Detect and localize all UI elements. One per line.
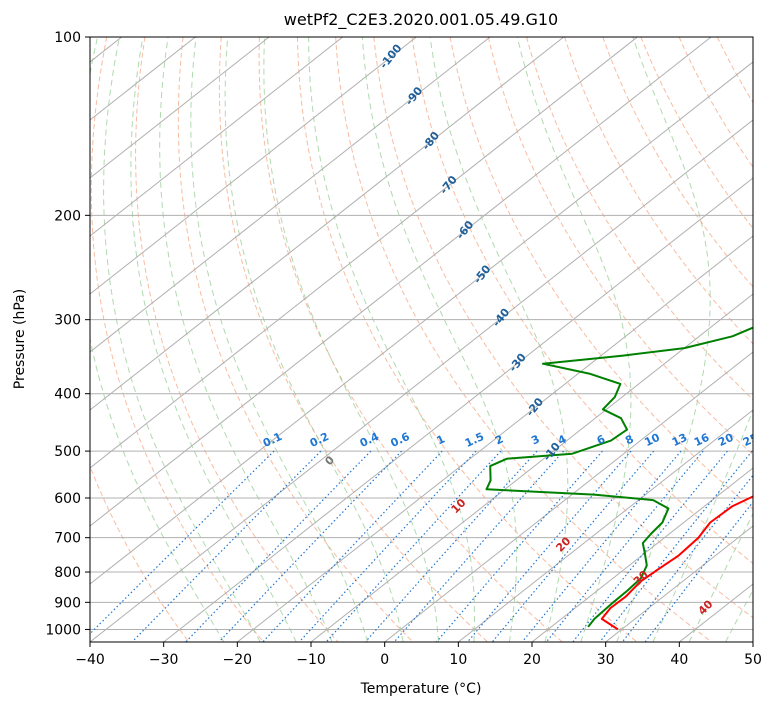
isotherm-line [90, 37, 491, 353]
isotherm-line [90, 37, 712, 527]
x-tick-label: 0 [380, 652, 389, 668]
mixing-ratio-line [325, 450, 502, 642]
y-tick-label: 100 [54, 30, 81, 46]
x-tick-label: 30 [597, 652, 615, 668]
y-tick-label: 700 [54, 531, 81, 547]
x-tick-label: −10 [296, 652, 326, 668]
y-tick-label: 600 [54, 491, 81, 507]
isotherm-line [237, 235, 753, 642]
dry-adiabat [411, 37, 753, 565]
moist-adiabat [263, 37, 439, 642]
y-axis-label: Pressure (hPa) [12, 289, 28, 389]
plot-frame [89, 36, 754, 643]
moist-adiabat [159, 37, 333, 642]
isotherm-line [458, 409, 753, 642]
mixing-ratio-line [393, 450, 565, 642]
isotherm-line [90, 61, 753, 585]
y-tick-label: 800 [54, 565, 81, 581]
moist-adiabat [429, 37, 569, 642]
moist-adiabat [616, 37, 711, 642]
mixing-ratio-line [621, 474, 753, 642]
mixing-ratio-line [90, 450, 275, 635]
moist-adiabat [516, 37, 632, 642]
y-tick-label: 200 [54, 208, 81, 224]
moist-adiabat [361, 37, 518, 642]
moist-adiabat [224, 37, 404, 642]
mixing-ratio-line [521, 450, 682, 642]
mixing-ratio-line [131, 450, 322, 642]
x-tick-label: 50 [744, 652, 762, 668]
x-tick-label: −20 [223, 652, 253, 668]
mixing-ratio-line [218, 450, 403, 642]
mixing-ratio-line [545, 450, 704, 642]
isotherm-line [310, 293, 753, 642]
x-tick-label: 40 [670, 652, 688, 668]
x-tick-label: −40 [75, 652, 105, 668]
mixing-ratio-label: 20 [716, 431, 736, 449]
mixing-ratio-line [298, 450, 477, 642]
mixing-ratio-label: 16 [692, 431, 712, 449]
mixing-ratio-line [644, 501, 753, 642]
y-tick-label: 300 [54, 313, 81, 329]
mixing-ratio-line [599, 450, 753, 642]
dewpoint-profile-line [485, 326, 753, 628]
y-tick-label: 500 [54, 444, 81, 460]
dry-adiabat [526, 37, 753, 401]
isotherm-line [384, 351, 753, 642]
moist-adiabat [308, 37, 475, 642]
chart-title: wetPf2_C2E3.2020.001.05.49.G10 [284, 10, 558, 30]
mixing-ratio-label: 13 [670, 431, 689, 449]
mixing-ratio-line [185, 450, 372, 642]
isotherm-line [605, 525, 753, 642]
axes: −40 −30 −20 −10 0 10 20 30 40 50 100 200 300 400 500 60… [45, 30, 762, 668]
mixing-ratio-line [572, 450, 728, 642]
moist-adiabat [130, 37, 297, 642]
dry-adiabat [218, 37, 488, 642]
temperature-profile-line [600, 495, 753, 631]
plot-area [90, 37, 753, 642]
y-tick-label: 400 [54, 387, 81, 403]
dry-adiabat [297, 37, 638, 642]
isotherm-line [163, 177, 753, 642]
mixing-ratio-line [491, 450, 655, 642]
dry-adiabat [90, 464, 190, 642]
mixing-ratio-label: 10 [643, 431, 663, 449]
x-tick-label: 20 [523, 652, 541, 668]
x-tick-label: 10 [449, 652, 467, 668]
dry-adiabat [373, 37, 753, 619]
isotherm-line [90, 37, 270, 179]
isotherm-line [531, 467, 753, 642]
x-tick-label: −30 [149, 652, 179, 668]
isotherm-line [90, 37, 564, 411]
isotherm-line [90, 37, 417, 295]
x-axis-label: Temperature (°C) [360, 681, 482, 697]
isotherm-line [90, 119, 753, 642]
dry-adiabat [258, 37, 563, 642]
isotherm-line [90, 37, 343, 237]
mixing-ratio-line [364, 450, 538, 642]
isotherm-line [90, 37, 638, 469]
moist-adiabat [190, 37, 369, 642]
y-tick-label: 1000 [45, 622, 81, 638]
y-tick-label: 900 [54, 595, 81, 611]
moist-adiabat [103, 37, 261, 642]
dry-adiabat [90, 37, 264, 642]
mixing-ratio-label: 25 [741, 431, 760, 449]
